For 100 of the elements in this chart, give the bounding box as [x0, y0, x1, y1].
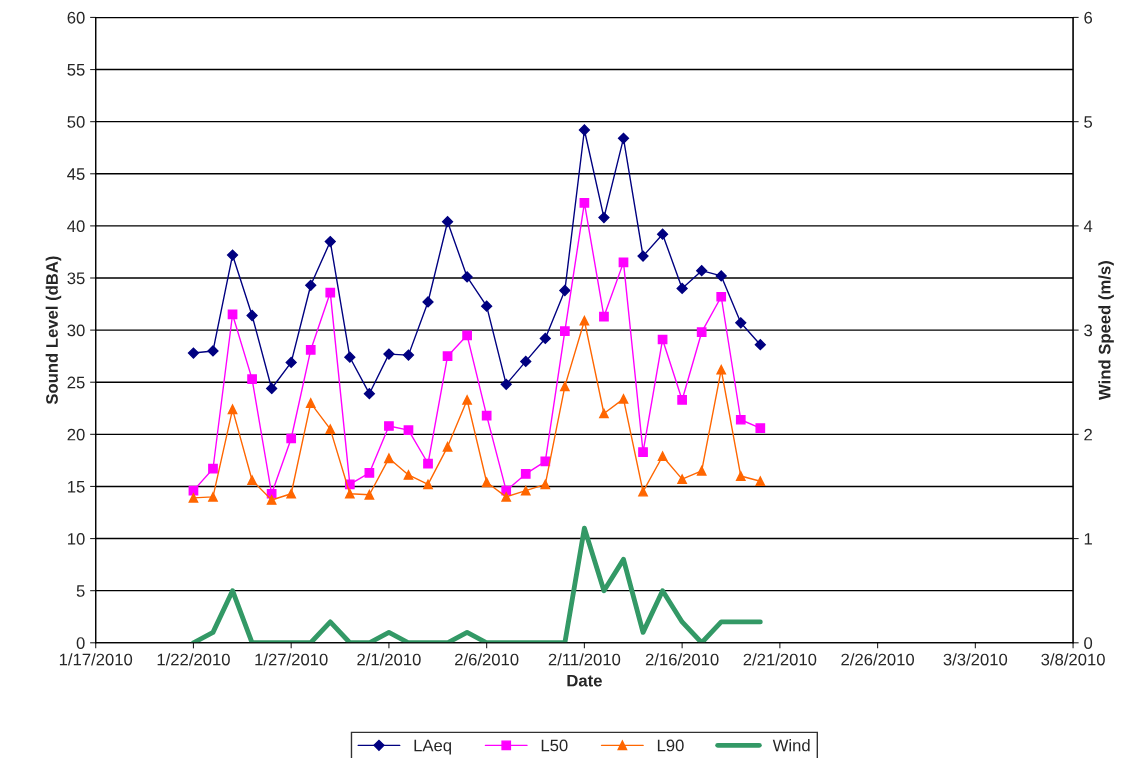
- point: [559, 326, 570, 337]
- y-tick-label: 0: [76, 637, 85, 649]
- point: [461, 271, 473, 283]
- point: [754, 339, 766, 351]
- point: [696, 265, 708, 277]
- point: [618, 394, 629, 404]
- x-tick-label: 2/26/2010: [841, 653, 915, 666]
- point: [735, 471, 746, 481]
- point: [696, 465, 707, 476]
- point: [676, 282, 688, 295]
- point: [677, 474, 687, 485]
- point: [481, 300, 493, 312]
- point: [462, 330, 472, 341]
- point: [599, 311, 609, 322]
- point: [383, 348, 395, 360]
- point: [520, 469, 531, 479]
- point: [364, 468, 375, 478]
- point: [325, 424, 336, 434]
- point: [325, 287, 336, 298]
- point: [677, 395, 687, 405]
- point: [187, 347, 200, 359]
- x-axis-title: Date: [567, 674, 602, 687]
- point: [539, 332, 551, 345]
- point: [441, 216, 454, 228]
- point: [266, 382, 278, 395]
- point: [442, 441, 453, 452]
- point: [481, 477, 492, 488]
- point: [286, 433, 297, 444]
- y-tick-label: 5: [76, 585, 85, 597]
- point: [638, 447, 648, 457]
- point: [403, 470, 414, 480]
- point: [344, 351, 356, 363]
- point: [423, 458, 433, 469]
- point: [520, 485, 531, 496]
- point: [208, 463, 218, 474]
- point: [617, 132, 630, 144]
- point: [305, 345, 316, 355]
- point: [500, 378, 512, 390]
- legend-label: L90: [657, 739, 684, 752]
- y2-tick-label: 0: [1084, 637, 1093, 649]
- point: [364, 489, 375, 500]
- point: [735, 414, 746, 425]
- point: [423, 479, 433, 490]
- point: [266, 495, 277, 505]
- point: [247, 475, 257, 486]
- x-tick-label: 2/21/2010: [743, 653, 817, 666]
- point: [540, 479, 551, 490]
- point: [384, 453, 394, 464]
- y2-axis-title: Wind Speed (m/s): [1098, 261, 1114, 400]
- x-tick-label: 2/1/2010: [357, 653, 421, 666]
- y-tick-label: 55: [67, 64, 85, 76]
- point: [384, 421, 394, 431]
- point: [246, 309, 258, 322]
- y2-tick-label: 5: [1084, 116, 1093, 128]
- x-tick-label: 2/11/2010: [548, 653, 621, 666]
- point: [208, 492, 218, 502]
- x-tick-label: 1/22/2010: [157, 653, 230, 666]
- point: [755, 423, 766, 433]
- point: [696, 327, 707, 338]
- y-tick-label: 25: [67, 376, 85, 389]
- legend-label: LAeq: [414, 739, 451, 755]
- point: [501, 492, 512, 502]
- y2-tick-label: 2: [1084, 428, 1092, 441]
- line-series: [191, 525, 763, 643]
- y2-tick-label: 1: [1084, 533, 1092, 545]
- y-tick-label: 40: [67, 220, 85, 233]
- point: [715, 270, 727, 282]
- y-tick-label: 20: [67, 428, 85, 441]
- point: [559, 284, 571, 297]
- point: [481, 410, 492, 421]
- point: [579, 198, 590, 208]
- y-tick-label: 35: [67, 272, 85, 285]
- y2-tick-label: 6: [1084, 11, 1093, 24]
- point: [403, 425, 414, 436]
- point: [442, 351, 453, 362]
- point: [520, 355, 532, 367]
- point: [599, 408, 609, 419]
- point: [227, 404, 238, 415]
- point: [344, 488, 355, 499]
- point: [637, 250, 649, 262]
- x-tick-label: 3/3/2010: [943, 653, 1008, 666]
- x-tick-label: 2/16/2010: [645, 653, 719, 666]
- point: [286, 488, 297, 499]
- point: [657, 451, 668, 462]
- y-tick-label: 30: [67, 324, 85, 337]
- point: [656, 228, 669, 240]
- point: [559, 381, 570, 392]
- point: [578, 124, 590, 136]
- point: [735, 317, 747, 329]
- point: [188, 493, 199, 503]
- point: [226, 249, 239, 261]
- point: [716, 291, 727, 302]
- y-tick-label: 10: [68, 532, 85, 545]
- y-tick-label: 15: [68, 481, 85, 493]
- point: [363, 388, 375, 400]
- y2-tick-label: 3: [1084, 324, 1093, 337]
- y-axis-title: Sound Level (dBA): [45, 256, 62, 405]
- point: [755, 476, 766, 487]
- point: [402, 349, 415, 361]
- point: [247, 374, 257, 384]
